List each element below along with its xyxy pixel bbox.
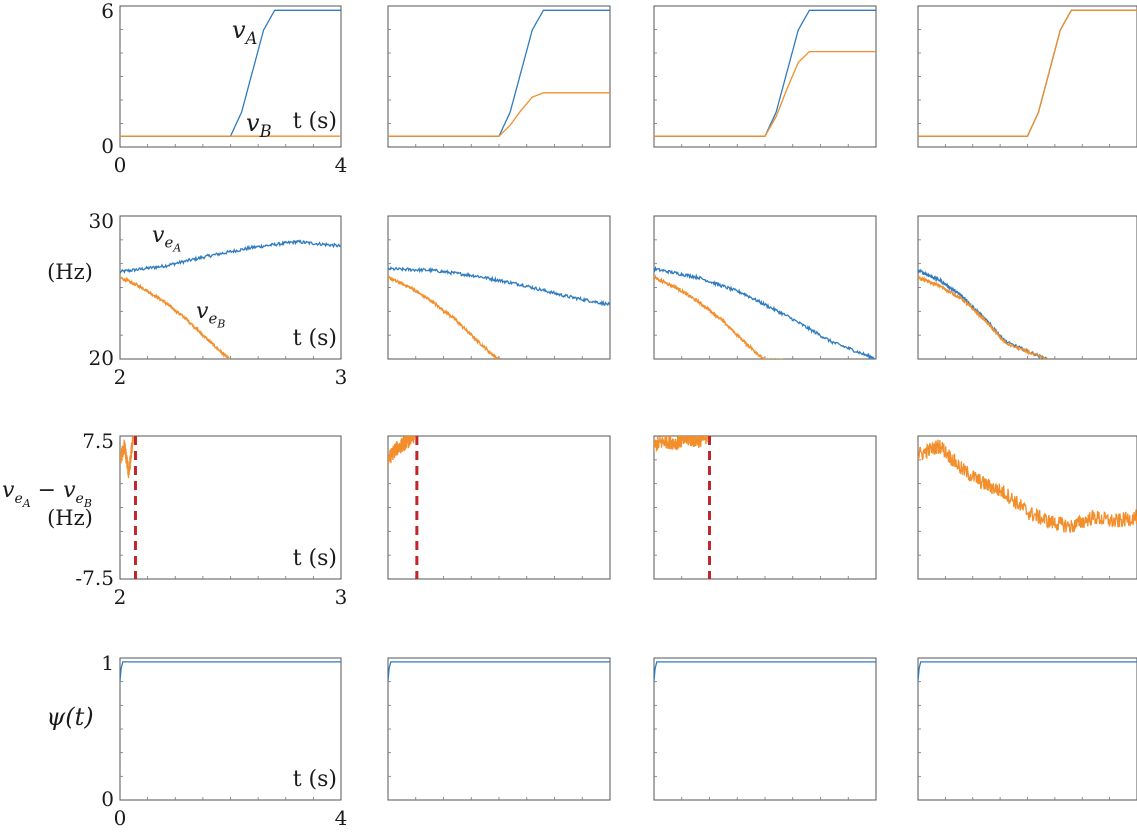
time-axis-label: t (s) bbox=[293, 326, 337, 351]
plot-area bbox=[388, 9, 610, 137]
y-tick-label: -7.5 bbox=[75, 566, 114, 590]
series-line-v-e-b bbox=[120, 275, 231, 359]
panel-r4-c3 bbox=[653, 657, 877, 801]
panel-r3-c3 bbox=[653, 435, 877, 580]
x-tick-label: 3 bbox=[335, 365, 348, 389]
plot-area bbox=[918, 268, 1049, 359]
plot-area bbox=[918, 439, 1137, 534]
y-tick-label: 7.5 bbox=[82, 429, 114, 453]
x-tick-label: 4 bbox=[335, 153, 348, 177]
axes-frame bbox=[917, 5, 1137, 148]
series-line-v-e-a bbox=[918, 268, 1049, 359]
panel-r4-c1: 0 4 0 1 t (s) bbox=[101, 651, 347, 830]
y-tick-label: 6 bbox=[101, 0, 114, 23]
series-line-v-e-a-v-e-b bbox=[120, 436, 134, 479]
label-ve-a: veA bbox=[152, 223, 181, 254]
series-line-v-e-a bbox=[388, 266, 610, 307]
series-line-v-a bbox=[918, 9, 1137, 137]
series-line-psi bbox=[120, 661, 341, 682]
y-tick-label: 0 bbox=[101, 134, 114, 158]
series-line-v-e-a bbox=[654, 265, 876, 359]
plot-area bbox=[654, 661, 876, 682]
x-tick-label: 2 bbox=[114, 585, 127, 609]
time-axis-label: t (s) bbox=[293, 109, 337, 134]
label-v-b: vB bbox=[246, 109, 272, 141]
plot-area bbox=[918, 9, 1137, 137]
series-line-psi bbox=[388, 661, 610, 682]
x-tick-label: 3 bbox=[335, 585, 348, 609]
x-tick-label: 0 bbox=[114, 153, 127, 177]
label-ve-b: veB bbox=[196, 299, 225, 330]
x-tick-label: 2 bbox=[114, 365, 127, 389]
panel-r3-c1: 2 3 -7.5 7.5 t (s) bbox=[75, 429, 347, 609]
axes-frame bbox=[387, 435, 611, 580]
series-line-v-b bbox=[388, 92, 610, 137]
time-axis-label: t (s) bbox=[293, 546, 337, 571]
panel-r2-c1: 2 3 20 30 t (s) bbox=[89, 209, 348, 389]
panel-r2-c3 bbox=[653, 215, 877, 360]
plot-area bbox=[388, 266, 610, 359]
x-tick-label: 0 bbox=[114, 806, 127, 830]
series-line-v-e-b bbox=[918, 275, 1049, 359]
series-line-v-a bbox=[388, 9, 610, 137]
panel-r1-c4 bbox=[917, 5, 1137, 148]
panel-r1-c3 bbox=[653, 5, 877, 148]
axes-frame bbox=[653, 215, 877, 360]
plot-area bbox=[120, 239, 341, 359]
panel-r3-c4 bbox=[917, 435, 1137, 580]
panel-r2-c2 bbox=[387, 215, 611, 360]
label-v-a: vA bbox=[232, 16, 257, 48]
series-line-v-a bbox=[120, 9, 341, 137]
plot-area bbox=[918, 661, 1137, 682]
axes-frame bbox=[653, 657, 877, 801]
hz-label: (Hz) bbox=[47, 506, 93, 530]
y-tick-label: 30 bbox=[89, 209, 114, 233]
series-line-v-a bbox=[654, 9, 876, 137]
series-line-psi bbox=[918, 661, 1137, 682]
panel-r1-c2 bbox=[387, 5, 611, 148]
axes-frame bbox=[653, 5, 877, 148]
time-axis-label: t (s) bbox=[293, 767, 337, 792]
axes-frame bbox=[653, 435, 877, 580]
series-line-v-e-a-v-e-b bbox=[654, 436, 708, 452]
series-line-v-e-a-v-e-b bbox=[388, 436, 415, 467]
plot-area bbox=[120, 9, 341, 137]
axes-frame bbox=[917, 657, 1137, 801]
series-line-v-b bbox=[654, 50, 876, 137]
label-psi: ψ(t) bbox=[46, 703, 93, 731]
plot-area bbox=[120, 436, 137, 579]
y-tick-label: 20 bbox=[89, 346, 114, 370]
axes-frame bbox=[387, 657, 611, 801]
series-line-v-e-b bbox=[388, 275, 499, 359]
label-difference: veA − veB bbox=[2, 478, 92, 510]
panel-r4-c2 bbox=[387, 657, 611, 801]
series-line-v-e-a-v-e-b bbox=[918, 439, 1137, 534]
plot-area bbox=[120, 661, 341, 682]
panel-r4-c4 bbox=[917, 657, 1137, 801]
plot-area bbox=[388, 436, 419, 579]
panel-r1-c1: 0 4 0 6 t (s) bbox=[101, 0, 347, 177]
series-line-psi bbox=[654, 661, 876, 682]
y-tick-label: 0 bbox=[101, 787, 114, 811]
axes-frame bbox=[387, 5, 611, 148]
plot-area bbox=[654, 436, 711, 579]
plot-area bbox=[654, 265, 876, 359]
axes-frame bbox=[387, 215, 611, 360]
plot-area bbox=[388, 661, 610, 682]
series-line-v-e-a bbox=[120, 239, 341, 274]
x-tick-label: 4 bbox=[335, 806, 348, 830]
series-line-v-b bbox=[918, 9, 1137, 137]
y-tick-label: 1 bbox=[101, 651, 114, 675]
plot-area bbox=[654, 9, 876, 137]
panel-r3-c2 bbox=[387, 435, 611, 580]
hz-label: (Hz) bbox=[47, 260, 93, 284]
panel-r2-c4 bbox=[917, 215, 1137, 360]
series-line-v-e-b bbox=[654, 274, 784, 359]
